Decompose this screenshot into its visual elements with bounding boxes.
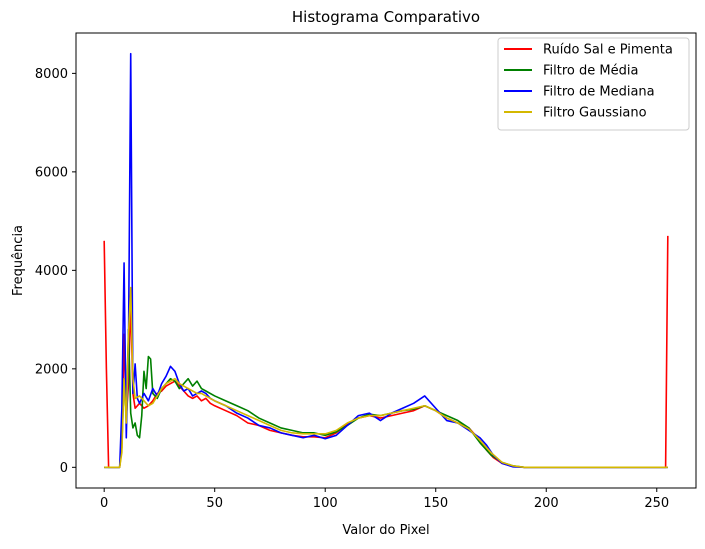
legend-label: Ruído Sal e Pimenta [543, 43, 673, 58]
y-tick-label: 6000 [35, 165, 68, 180]
x-tick-label: 250 [644, 496, 669, 511]
x-axis-ticks: 0 50 100 150 200 250 [100, 488, 669, 511]
legend-label: Filtro Gaussiano [543, 106, 647, 121]
x-tick-label: 100 [313, 496, 338, 511]
legend-label: Filtro de Média [543, 64, 638, 79]
chart-title: Histograma Comparativo [292, 8, 480, 26]
y-tick-label: 0 [60, 461, 68, 476]
x-tick-label: 50 [206, 496, 223, 511]
x-tick-label: 0 [100, 496, 108, 511]
y-tick-label: 2000 [35, 362, 68, 377]
y-axis-label: Frequência [11, 225, 26, 296]
y-tick-label: 4000 [35, 264, 68, 279]
series-layer [103, 52, 669, 469]
legend-label: Filtro de Mediana [543, 85, 655, 100]
x-axis-label: Valor do Pixel [342, 523, 429, 538]
y-tick-label: 8000 [35, 67, 68, 82]
x-tick-label: 150 [423, 496, 448, 511]
y-axis-ticks: 0 2000 4000 6000 8000 [35, 67, 76, 476]
legend: Ruído Sal e Pimenta Filtro de Média Filtro… [497, 37, 690, 131]
plot-area [75, 32, 697, 489]
series-line-4 [104, 286, 668, 469]
x-tick-label: 200 [534, 496, 559, 511]
axes-frame [75, 32, 697, 489]
legend-box [497, 37, 690, 131]
